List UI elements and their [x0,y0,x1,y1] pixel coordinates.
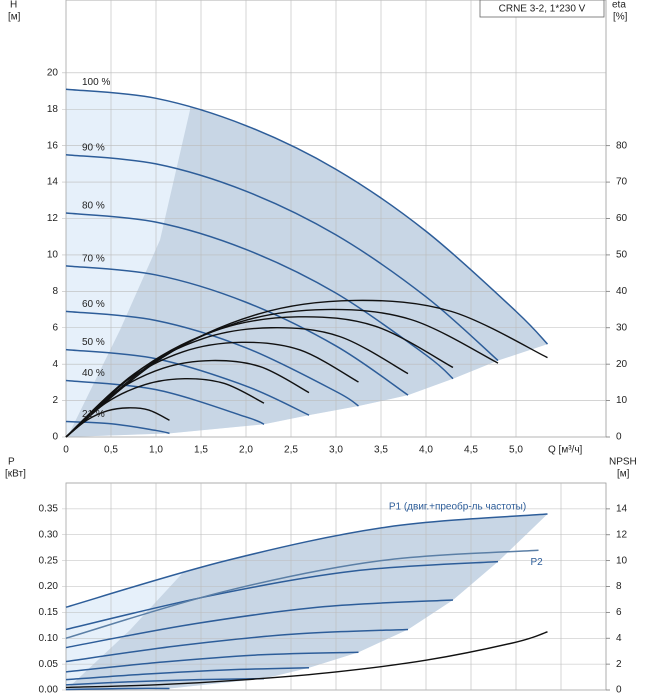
x-tick-label: 0 [63,445,69,456]
y2-tick-label: 8 [616,581,622,592]
y-tick-label: 0.15 [39,607,59,618]
series-label: P1 (двиг.+преобр-ль частоты) [389,501,526,513]
y2-tick-label: 60 [616,213,628,224]
x-tick-label: 2,5 [284,445,298,456]
y-tick-label: 0.00 [39,685,59,696]
curve [65,628,409,663]
curve [65,379,265,425]
x-label: Q [м³/ч] [548,445,583,456]
y-tick-label: 12 [47,213,59,224]
y2-tick-label: 4 [616,633,622,644]
curve [65,651,359,673]
curve [65,154,499,362]
x-tick-label: 5,0 [509,445,523,456]
curve [65,687,170,691]
y2-unit: [м] [617,469,630,480]
curve [65,549,539,639]
y2-tick-label: 10 [616,555,628,566]
y-tick-label: 0.30 [39,529,59,540]
x-tick-label: 4,5 [464,445,478,456]
efficiency-curve [65,341,359,438]
curve [65,212,454,380]
y-tick-label: 0.20 [39,581,59,592]
series-label: 21 % [82,409,105,420]
curve [65,88,549,345]
curve [65,599,454,649]
curve [65,420,170,435]
y-tick-label: 0.05 [39,659,59,670]
y-tick-label: 0.25 [39,555,59,566]
y2-tick-label: 0 [616,432,622,443]
y-tick-label: 0.10 [39,633,59,644]
series-label: 90 % [82,142,105,153]
y-unit: [кВт] [5,469,26,480]
x-tick-label: 1,5 [194,445,208,456]
y2-unit: [%] [613,12,628,23]
y2-tick-label: 0 [616,685,622,696]
series-label: 40 % [82,368,105,379]
y2-tick-label: 70 [616,177,628,188]
series-label: 60 % [82,299,105,310]
curve [65,513,548,608]
efficiency-curve [65,407,170,438]
series-label: 100 % [82,77,110,88]
y2-label: NPSH [609,457,637,468]
y2-tick-label: 10 [616,395,628,406]
curve [65,560,499,631]
curve [65,310,359,407]
y-tick-label: 14 [47,177,59,188]
y2-tick-label: 2 [616,659,622,670]
y2-tick-label: 20 [616,359,628,370]
x-tick-label: 2,0 [239,445,253,456]
y2-tick-label: 6 [616,607,622,618]
curve [65,348,310,416]
y-tick-label: 0.35 [39,504,59,515]
x-tick-label: 0,5 [104,445,118,456]
y-tick-label: 6 [52,322,58,333]
legend-box [479,0,605,18]
curve [65,265,409,396]
y-unit: [м] [8,12,21,23]
y-label: H [10,0,17,11]
x-tick-label: 3,0 [329,445,343,456]
curve [65,666,310,681]
efficiency-curve [65,631,548,689]
y2-tick-label: 80 [616,140,628,151]
y2-tick-label: 40 [616,286,628,297]
series-label: 70 % [82,253,105,264]
series-label: P2 [531,557,544,568]
y2-tick-label: 30 [616,322,628,333]
y-tick-label: 16 [47,140,59,151]
y2-tick-label: 12 [616,529,628,540]
y2-tick-label: 50 [616,250,628,261]
efficiency-curve [65,359,310,438]
efficiency-curve [65,299,548,438]
y-tick-label: 10 [47,250,59,261]
x-tick-label: 1,0 [149,445,163,456]
y-tick-label: 8 [52,286,58,297]
y-tick-label: 20 [47,67,59,78]
y-tick-label: 2 [52,395,58,406]
series-label: 50 % [82,337,105,348]
legend-title: CRNE 3-2, 1*230 V [499,4,586,15]
y2-tick-label: 14 [616,504,628,515]
y-label: P [8,457,15,468]
y-tick-label: 4 [52,359,58,370]
y-tick-label: 18 [47,104,59,115]
y-tick-label: 0 [52,432,58,443]
x-tick-label: 3,5 [374,445,388,456]
x-tick-label: 4,0 [419,445,433,456]
y2-label: eta [612,0,626,11]
curve [65,677,265,686]
efficiency-curve [65,378,265,438]
operating-range-main [66,514,548,690]
series-label: 80 % [82,201,105,212]
